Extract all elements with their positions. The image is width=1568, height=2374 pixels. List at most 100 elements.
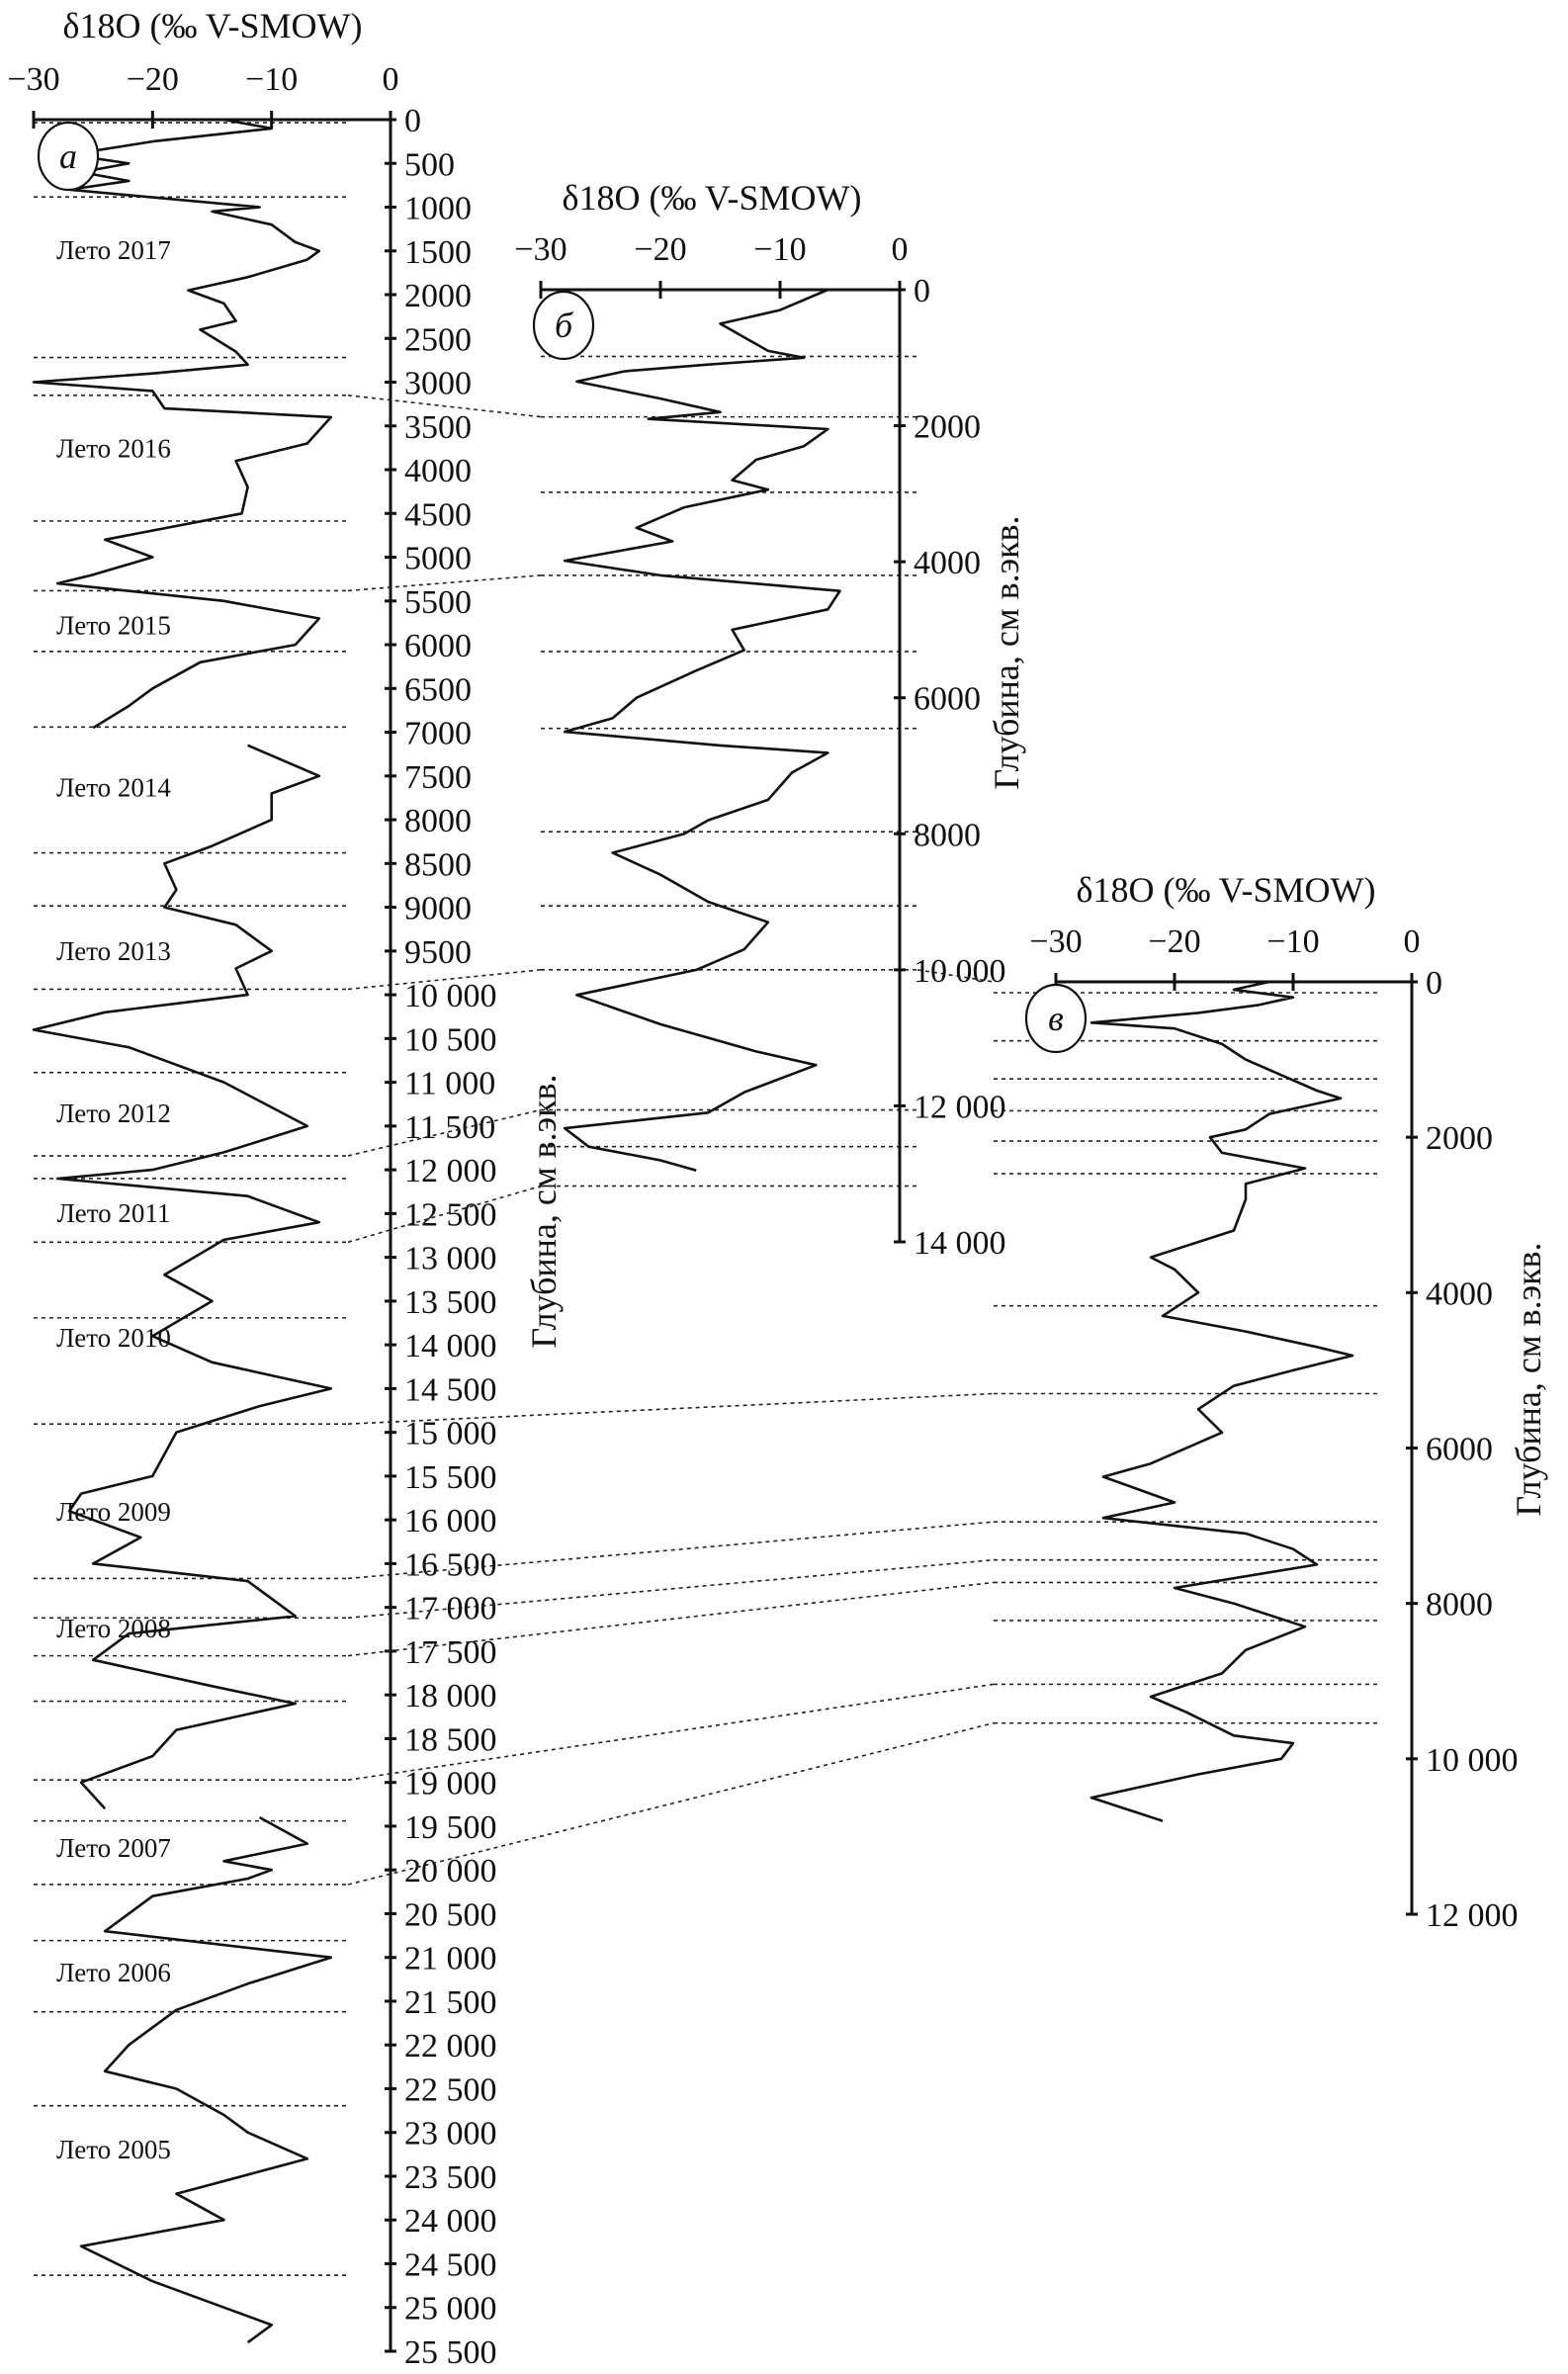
correlation-line [347, 1683, 995, 1781]
y-tick-label: 6000 [1426, 1432, 1493, 1468]
panel-letter-circle [1024, 983, 1088, 1054]
panel-letter-circle [532, 290, 595, 361]
y-tick-label: 14 000 [404, 1328, 497, 1364]
y-tick-label: 2000 [1426, 1120, 1493, 1157]
y-tick-label: 16 000 [404, 1503, 497, 1539]
x-tick-label: −30 [7, 61, 59, 98]
y-tick-label: 19 500 [404, 1809, 497, 1846]
y-tick-label: 17 500 [404, 1634, 497, 1671]
y-tick-label: 8000 [914, 817, 981, 853]
y-tick-label: 18 000 [404, 1678, 497, 1715]
y-tick-label: 9000 [404, 891, 472, 927]
y-tick-label: 7000 [404, 716, 472, 752]
x-tick-label: −10 [245, 61, 298, 98]
summer-year-label: Лето 2015 [56, 611, 171, 641]
correlation-line [347, 1581, 995, 1657]
correlation-line [347, 969, 542, 991]
y-tick-label: 11 000 [404, 1066, 495, 1102]
y-tick-label: 7500 [404, 759, 472, 796]
y-tick-label: 19 000 [404, 1766, 497, 1802]
y-tick-label: 1500 [404, 234, 472, 271]
summer-year-label: Лето 2008 [56, 1614, 171, 1643]
y-tick-label: 18 500 [404, 1721, 497, 1758]
y-tick-label: 0 [914, 273, 930, 309]
y-tick-label: 22 000 [404, 2028, 497, 2065]
summer-year-label: Лето 2012 [56, 1099, 171, 1128]
y-axis-title: Глубина, см в.экв. [1509, 1242, 1548, 1516]
panel-letter: в [1048, 999, 1064, 1038]
y-tick-label: 12 000 [404, 1153, 497, 1189]
x-tick-label: −20 [634, 231, 686, 268]
x-axis-title: δ18O (‰ V-SMOW) [563, 178, 862, 218]
y-tick-label: 4000 [404, 453, 472, 489]
summer-year-label: Лето 2016 [56, 433, 171, 463]
y-tick-label: 13 000 [404, 1241, 497, 1277]
y-tick-label: 21 000 [404, 1941, 497, 1978]
correlation-line [347, 1721, 995, 1886]
y-tick-label: 12 000 [914, 1089, 1006, 1125]
x-tick-label: −30 [514, 231, 566, 268]
y-tick-label: 14 000 [914, 1225, 1006, 1262]
x-tick-label: 0 [383, 61, 399, 98]
y-tick-label: 3500 [404, 409, 472, 446]
correlation-line [347, 1108, 542, 1157]
y-tick-label: 500 [404, 146, 455, 183]
y-tick-label: 24 500 [404, 2246, 497, 2283]
summer-year-label: Лето 2006 [56, 1958, 171, 1987]
x-axis-title: δ18O (‰ V-SMOW) [1077, 870, 1376, 910]
y-tick-label: 2500 [404, 321, 472, 358]
correlation-line [347, 1558, 995, 1620]
y-tick-label: 10 000 [1426, 1742, 1519, 1779]
y-tick-label: 8000 [1426, 1587, 1493, 1624]
y-tick-label: 5500 [404, 584, 472, 621]
x-tick-label: −20 [1148, 923, 1200, 960]
d18o-series-line [1089, 980, 1354, 1822]
y-tick-label: 12 000 [1426, 1897, 1519, 1934]
y-tick-label: 8500 [404, 846, 472, 883]
y-tick-label: 4500 [404, 496, 472, 533]
y-tick-label: 23 000 [404, 2116, 497, 2153]
y-tick-label: 25 000 [404, 2291, 497, 2328]
x-tick-label: −10 [1266, 923, 1319, 960]
panel-letter: б [555, 306, 574, 345]
correlation-line [347, 1392, 995, 1425]
panel-a: −30 −20 −10 00 500 1000 1500 2000 2500 3000 3500 40… [7, 6, 564, 2371]
summer-year-label: Лето 2011 [57, 1198, 171, 1228]
y-tick-label: 5000 [404, 541, 472, 577]
correlation-line [347, 574, 542, 592]
y-axis-title: Глубина, см в.экв. [524, 1074, 564, 1348]
y-tick-label: 2000 [914, 409, 981, 446]
y-tick-label: 21 500 [404, 1984, 497, 2021]
y-tick-label: 24 000 [404, 2203, 497, 2240]
y-tick-label: 13 500 [404, 1284, 497, 1321]
y-tick-label: 6000 [914, 681, 981, 718]
x-axis-title: δ18O (‰ V-SMOW) [63, 6, 363, 45]
y-tick-label: 16 500 [404, 1546, 497, 1583]
y-tick-label: 9500 [404, 934, 472, 971]
y-tick-label: 4000 [1426, 1275, 1493, 1312]
x-tick-label: 0 [892, 231, 909, 268]
y-tick-label: 0 [404, 103, 421, 139]
y-tick-label: 22 500 [404, 2071, 497, 2108]
summer-year-label: Лето 2010 [56, 1323, 171, 1353]
y-tick-label: 10 500 [404, 1021, 497, 1058]
summer-year-label: Лето 2013 [56, 936, 171, 966]
x-tick-label: −10 [753, 231, 806, 268]
x-tick-label: 0 [1404, 923, 1421, 960]
panel-letter: а [59, 136, 77, 176]
y-axis-title: Глубина, см в.экв. [987, 515, 1026, 789]
y-tick-label: 2000 [404, 278, 472, 314]
summer-year-label: Лето 2014 [56, 773, 171, 803]
summer-year-label: Лето 2009 [56, 1497, 171, 1527]
y-tick-label: 23 500 [404, 2159, 497, 2196]
correlation-line [347, 395, 542, 418]
correlation-line [347, 1521, 995, 1580]
y-tick-label: 12 500 [404, 1196, 497, 1233]
summer-year-label: Лето 2007 [56, 1833, 171, 1863]
panel-letter-circle [37, 121, 100, 192]
y-tick-label: 15 500 [404, 1459, 497, 1496]
y-tick-label: 20 500 [404, 1896, 497, 1933]
y-tick-label: 14 500 [404, 1371, 497, 1408]
correlation-line [916, 969, 995, 983]
